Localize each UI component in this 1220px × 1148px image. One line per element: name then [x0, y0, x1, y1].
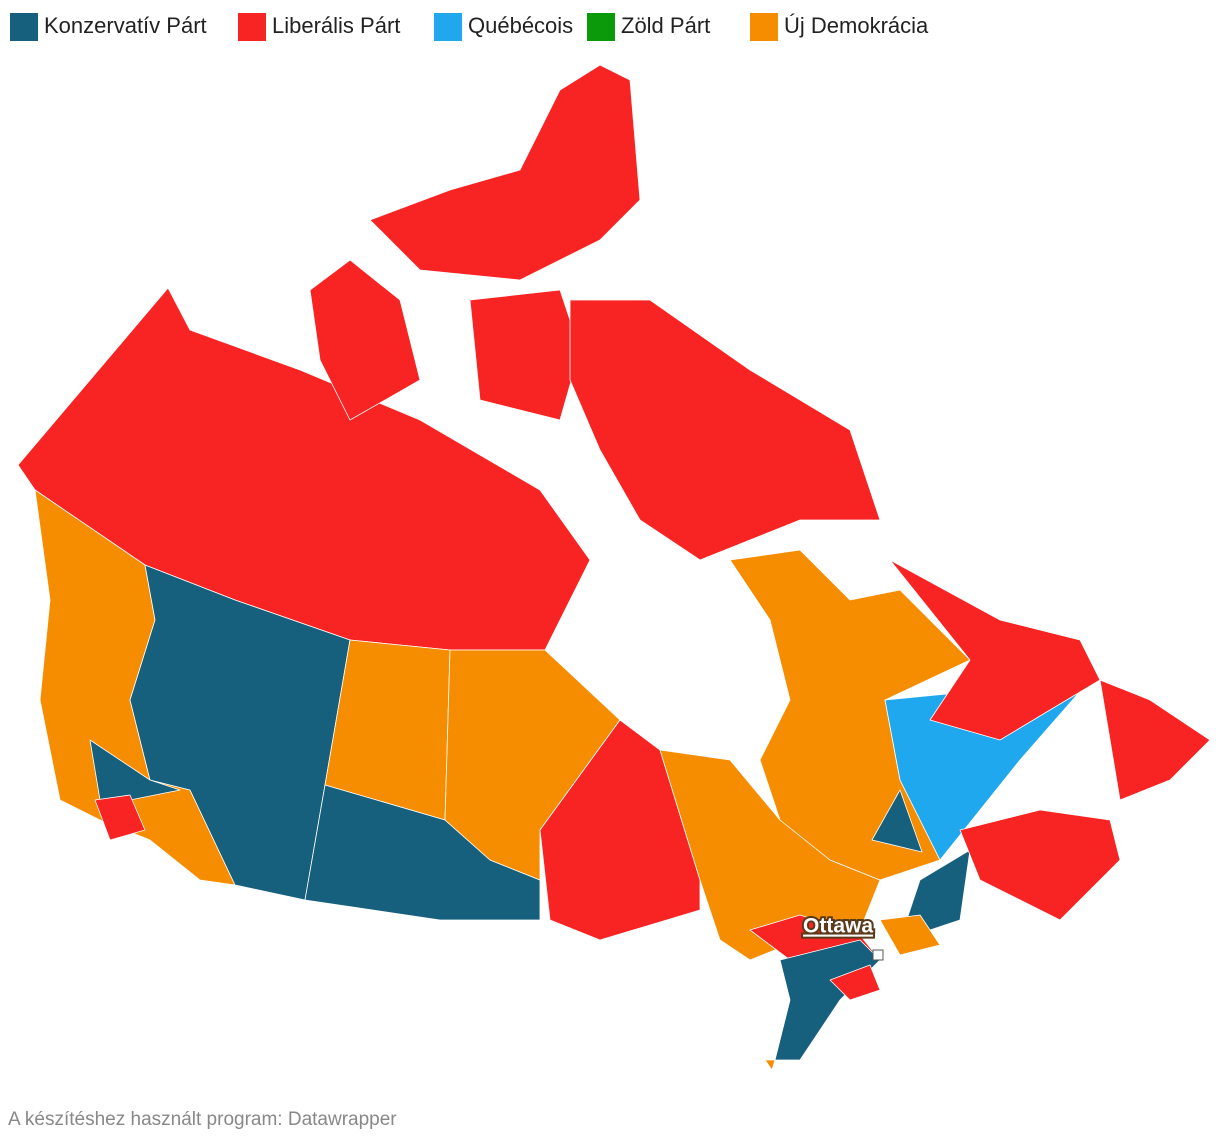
riding-region — [879, 914, 941, 956]
legend-label: Zöld Párt — [621, 13, 710, 38]
legend-label: Québécois — [468, 13, 573, 38]
city-marker — [872, 949, 884, 961]
legend-label: Új Demokrácia — [784, 13, 929, 38]
riding-region — [444, 649, 621, 881]
riding-region — [94, 794, 146, 841]
legend-swatch — [750, 13, 778, 41]
legend-label: Liberális Párt — [272, 13, 400, 38]
riding-region — [774, 939, 881, 1061]
riding-region — [764, 1059, 776, 1071]
legend-swatch — [238, 13, 266, 41]
riding-region — [89, 739, 181, 801]
legend-swatch — [434, 13, 462, 41]
legend-label: Konzervatív Párt — [44, 13, 207, 38]
riding-region — [889, 559, 1101, 741]
riding-region — [871, 789, 923, 853]
riding-region — [959, 809, 1121, 921]
regions — [17, 64, 1211, 1071]
riding-region — [369, 64, 641, 281]
legend: Konzervatív Párt Liberális Párt Québécois Z… — [10, 13, 929, 41]
legend-swatch — [10, 13, 38, 41]
footer: A készítéshez használt program: Datawrap… — [8, 1109, 397, 1130]
riding-region — [829, 964, 881, 1001]
riding-region — [1099, 679, 1211, 801]
legend-swatch — [587, 13, 615, 41]
riding-region — [659, 749, 881, 961]
city-label: Ottawa — [803, 915, 873, 938]
riding-region — [569, 299, 881, 561]
riding-region — [129, 564, 351, 901]
riding-region — [309, 259, 421, 421]
riding-region — [469, 289, 581, 421]
